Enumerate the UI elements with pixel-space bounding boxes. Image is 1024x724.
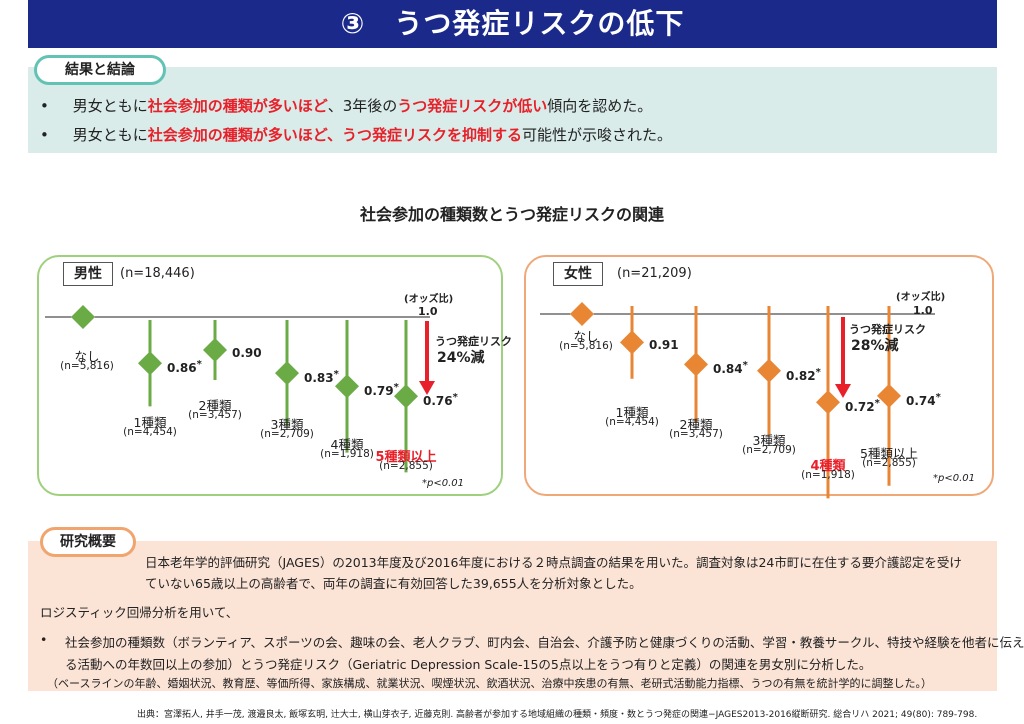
summary-bullet-dot: • [40, 632, 48, 647]
male-risk-value: 24%減 [437, 350, 485, 366]
female-n-1: (n=4,454) [605, 416, 659, 428]
chart-title: 社会参加の種類数とうつ発症リスクの関連 [359, 205, 664, 224]
female-title-box: 女性 [553, 262, 603, 286]
male-n-3: (n=2,709) [260, 428, 314, 440]
female-n-0: (n=5,816) [559, 340, 613, 352]
female-n-2: (n=3,457) [669, 428, 723, 440]
page-title: ③ うつ発症リスクの低下 [28, 0, 997, 48]
female-value-label-5: 0.74* [906, 391, 941, 408]
male-ref-value: 1.0 [418, 305, 438, 318]
male-odds-label: (オッズ比) [404, 294, 454, 305]
female-odds-label: (オッズ比) [896, 292, 946, 303]
summary-label: 研究概要 [40, 527, 136, 557]
male-category-3: 3種類 [270, 417, 304, 432]
citation: 出典：宮澤拓人, 井手一茂, 渡邉良太, 飯塚玄明, 辻大士, 横山芽衣子, 近… [137, 710, 978, 720]
summary-line-2: ていない65歳以上の高齢者で、両年の調査に有効回答した39,655人を分析対象と… [145, 576, 642, 591]
summary-line-4: 社会参加の種類数（ボランティア、スポーツの会、趣味の会、老人クラブ、町内会、自治… [65, 635, 1024, 650]
results-bullet-2: • 男女ともに社会参加の種類が多いほど、うつ発症リスクを抑制する可能性が示唆され… [40, 126, 672, 144]
female-n-3: (n=2,709) [742, 444, 796, 456]
male-sig-note: *p<0.01 [422, 478, 464, 489]
male-n-5: (n=2,855) [379, 460, 433, 472]
female-category-4: 4種類 [810, 459, 846, 474]
male-value-label-1: 0.86* [167, 359, 202, 376]
male-category-1: 1種類 [133, 415, 167, 430]
results-bullet-1: • 男女ともに社会参加の種類が多いほど、3年後のうつ発症リスクが低い傾向を認めた… [40, 97, 653, 115]
female-risk-label: うつ発症リスク [849, 323, 926, 336]
female-category-5: 5種類以上 [860, 446, 918, 461]
results-section [28, 67, 997, 153]
male-title-box: 男性 [63, 262, 113, 286]
male-n-4: (n=1,918) [320, 448, 374, 460]
female-risk-value: 28%減 [851, 338, 899, 354]
female-category-1: 1種類 [615, 405, 649, 420]
summary-line-6: （ベースラインの年齢、婚姻状況、教育歴、等価所得、家族構成、就業状況、喫煙状況、… [47, 677, 932, 690]
female-sig-note: *p<0.01 [933, 473, 975, 484]
male-category-2: 2種類 [198, 398, 232, 413]
male-n-1: (n=4,454) [123, 426, 177, 438]
female-value-label-2: 0.84* [713, 360, 748, 377]
female-ref-value: 1.0 [913, 304, 933, 317]
female-value-label-4: 0.72* [845, 398, 880, 415]
female-n-label: (n=21,209) [617, 266, 692, 281]
male-n-2: (n=3,457) [188, 409, 242, 421]
female-n-4: (n=1,918) [801, 469, 855, 481]
male-risk-label: うつ発症リスク [435, 335, 512, 348]
male-category-4: 4種類 [330, 437, 364, 452]
female-category-2: 2種類 [679, 417, 713, 432]
summary-line-3: ロジスティック回帰分析を用いて、 [40, 605, 239, 620]
male-value-label-2: 0.90 [232, 346, 262, 360]
female-value-label-3: 0.82* [786, 366, 821, 383]
male-category-5: 5種類以上 [375, 450, 437, 465]
male-value-label-5: 0.76* [423, 392, 458, 409]
female-category-3: 3種類 [752, 433, 786, 448]
male-n-label: (n=18,446) [120, 266, 195, 281]
female-n-5: (n=2,855) [862, 457, 916, 469]
summary-line-1: 日本老年学的評価研究（JAGES）の2013年度及び2016年度における２時点調… [145, 555, 962, 570]
male-value-label-3: 0.83* [304, 369, 339, 386]
results-label: 結果と結論 [34, 55, 166, 85]
summary-section [28, 541, 997, 691]
male-category-0: なし [74, 349, 100, 364]
male-value-label-4: 0.79* [364, 382, 399, 399]
male-n-0: (n=5,816) [60, 360, 114, 372]
female-value-label-1: 0.91 [649, 338, 679, 353]
summary-line-5: る活動への年数回以上の参加）とうつ発症リスク（Geriatric Depress… [65, 657, 872, 672]
female-category-0: なし [573, 329, 599, 344]
